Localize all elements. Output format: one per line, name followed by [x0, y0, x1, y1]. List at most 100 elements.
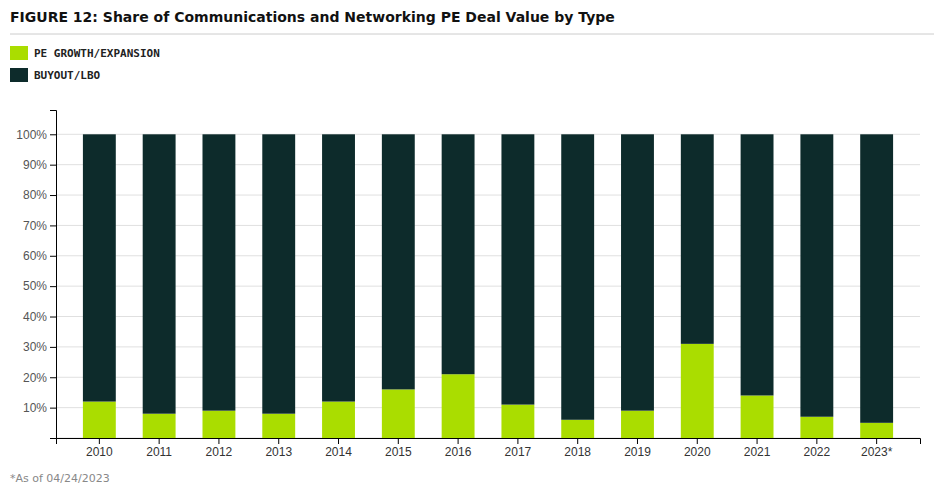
y-tick-mark — [50, 286, 56, 287]
plot: 2010 2011 2012 2013 2014 2015 2016 2017 2018 2019… — [16, 111, 920, 459]
bar — [83, 402, 116, 438]
y-tick-mark — [50, 317, 56, 318]
bar — [382, 389, 415, 438]
grid-line — [56, 377, 920, 378]
y-tick: 90% — [23, 158, 56, 172]
x-tick: 2020 — [684, 438, 711, 459]
x-tick-mark — [398, 438, 399, 444]
x-tick-label: 2021 — [744, 445, 771, 459]
x-tick-mark — [816, 438, 817, 444]
bar — [262, 414, 295, 438]
legend: PE GROWTH/EXPANSION BUYOUT/LBO — [10, 46, 160, 82]
series — [83, 134, 893, 423]
legend-label: PE GROWTH/EXPANSION — [34, 47, 160, 60]
x-tick-label: 2013 — [265, 445, 292, 459]
y-tick: 100% — [16, 128, 56, 142]
bar — [143, 414, 176, 438]
grid-line — [56, 225, 920, 226]
y-tick-mark — [50, 256, 56, 257]
bar — [860, 423, 893, 438]
y-tick-label: 50% — [23, 279, 47, 293]
x-tick: 2016 — [445, 438, 472, 459]
x-axis-line — [57, 439, 921, 445]
x-tick-label: 2014 — [325, 445, 352, 459]
x-tick: 2011 — [146, 438, 172, 459]
x-tick-label: 2016 — [445, 445, 472, 459]
bars — [83, 134, 893, 438]
bar — [681, 134, 714, 344]
x-tick: 2010 — [86, 438, 113, 459]
x-tick: 2012 — [206, 438, 233, 459]
x-tick-label: 2011 — [146, 445, 172, 459]
bar — [202, 134, 235, 410]
x-tick-mark — [517, 438, 518, 444]
chart: FIGURE 12: Share of Communications and N… — [0, 0, 944, 490]
grid-line — [56, 164, 920, 165]
y-tick-mark — [50, 165, 56, 166]
title: FIGURE 12: Share of Communications and N… — [10, 9, 615, 25]
x-tick-label: 2012 — [206, 445, 233, 459]
x-tick: 2022 — [804, 438, 831, 459]
bar — [322, 402, 355, 438]
x-tick-mark — [338, 438, 339, 444]
x-tick: 2013 — [265, 438, 292, 459]
bar — [442, 374, 475, 438]
y-tick-mark — [50, 408, 56, 409]
x-tick-mark — [637, 438, 638, 444]
x-axis: 2010 2011 2012 2013 2014 2015 2016 2017 2018 2019… — [57, 438, 921, 459]
x-tick-label: 2022 — [804, 445, 831, 459]
x-tick-mark — [99, 438, 100, 444]
bar — [561, 134, 594, 419]
x-tick-mark — [876, 438, 877, 444]
y-tick: 30% — [23, 340, 56, 354]
x-tick: 2018 — [564, 438, 591, 459]
x-tick: 2017 — [505, 438, 532, 459]
y-tick-mark — [50, 134, 56, 135]
y-tick: 10% — [23, 401, 56, 415]
legend-swatch — [10, 46, 28, 60]
y-tick-label: 30% — [23, 340, 47, 354]
x-tick-label: 2018 — [564, 445, 591, 459]
y-tick: 70% — [23, 219, 56, 233]
x-tick-label: 2015 — [385, 445, 412, 459]
grid-line — [56, 346, 920, 347]
y-tick-mark — [50, 195, 56, 196]
x-tick-label: 2019 — [624, 445, 651, 459]
y-tick: 60% — [23, 249, 56, 263]
legend-swatch — [10, 68, 28, 82]
x-tick: 2021 — [744, 438, 771, 459]
bar — [501, 134, 534, 404]
x-tick-mark — [577, 438, 578, 444]
grid-line — [56, 134, 920, 135]
y-tick-mark — [50, 377, 56, 378]
bar — [621, 411, 654, 438]
y-tick: 20% — [23, 371, 56, 385]
x-tick-label: 2020 — [684, 445, 711, 459]
y-tick-label: 70% — [23, 219, 47, 233]
x-tick-mark — [159, 438, 160, 444]
y-tick-label: 90% — [23, 158, 47, 172]
grid-line — [56, 407, 920, 408]
bar — [741, 395, 774, 438]
legend-label: BUYOUT/LBO — [34, 69, 101, 82]
bar — [83, 134, 116, 401]
bar — [800, 417, 833, 438]
x-tick-label: 2017 — [505, 445, 532, 459]
footnote: *As of 04/24/2023 — [10, 472, 110, 485]
x-tick-label: 2010 — [86, 445, 113, 459]
y-tick-mark — [50, 347, 56, 348]
bar — [621, 134, 654, 410]
grid-line — [56, 255, 920, 256]
bar — [681, 344, 714, 438]
y-tick: 80% — [23, 188, 56, 202]
y-tick: 40% — [23, 310, 56, 324]
bar — [322, 134, 355, 401]
y-tick-label: 10% — [23, 401, 47, 415]
bar — [442, 134, 475, 374]
grid — [56, 134, 920, 438]
x-tick-mark — [757, 438, 758, 444]
x-tick: 2019 — [624, 438, 651, 459]
x-tick: 2015 — [385, 438, 412, 459]
y-tick-mark — [50, 438, 56, 439]
bar — [143, 134, 176, 413]
